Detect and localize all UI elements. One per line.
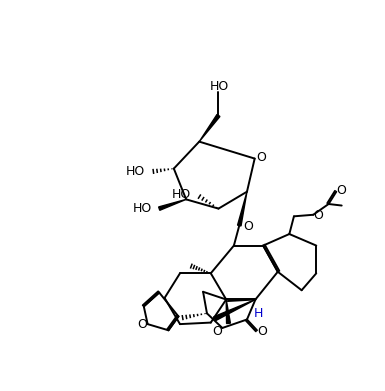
- Polygon shape: [214, 300, 256, 321]
- Text: O: O: [336, 185, 346, 197]
- Text: O: O: [258, 325, 267, 338]
- Polygon shape: [199, 115, 220, 142]
- Polygon shape: [226, 300, 230, 323]
- Text: HO: HO: [172, 188, 191, 201]
- Text: O: O: [212, 325, 222, 337]
- Polygon shape: [159, 199, 186, 210]
- Text: HO: HO: [133, 202, 152, 215]
- Text: O: O: [243, 220, 253, 233]
- Text: O: O: [313, 209, 323, 222]
- Text: H: H: [254, 307, 263, 320]
- Text: HO: HO: [210, 80, 229, 93]
- Text: HO: HO: [126, 165, 145, 178]
- Text: O: O: [137, 318, 147, 332]
- Text: O: O: [257, 151, 266, 164]
- Polygon shape: [238, 192, 247, 226]
